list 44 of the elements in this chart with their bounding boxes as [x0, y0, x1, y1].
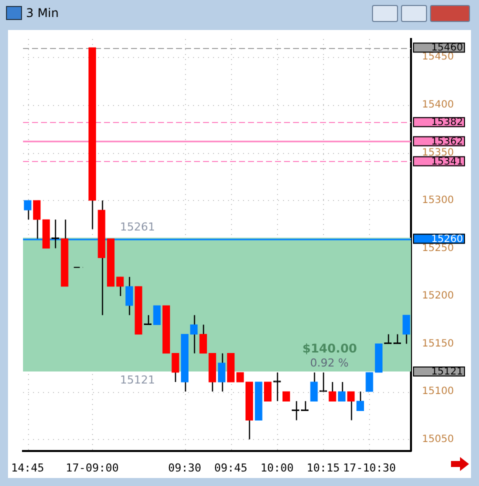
candlestick — [199, 324, 207, 354]
annotation: 15121 — [120, 373, 156, 386]
y-tick-label: 15150 — [422, 338, 454, 350]
candlestick — [33, 200, 41, 240]
ref-line-label: 15260 — [431, 234, 463, 245]
candlestick — [172, 352, 180, 383]
y-tick-label: 15200 — [422, 290, 454, 302]
candlestick — [310, 372, 318, 402]
x-tick-label: 14:45 — [11, 461, 44, 474]
x-tick-label: 17-10:30 — [342, 461, 396, 474]
annotation: 0.92 % — [310, 356, 349, 370]
y-tick-label: 15300 — [422, 195, 454, 206]
x-tick-label: 10:00 — [260, 461, 294, 474]
candlestick — [24, 200, 32, 220]
candlestick — [328, 381, 336, 402]
candlestick — [356, 390, 364, 412]
x-tick-label: 10:15 — [306, 461, 340, 474]
candlestick — [347, 390, 355, 421]
candlestick — [273, 372, 281, 402]
ref-line-label: 15382 — [431, 117, 463, 128]
y-tick-label: 15050 — [422, 434, 454, 445]
chart-title: 3 Min — [26, 6, 59, 20]
candlestick — [116, 276, 124, 297]
x-tick-label: 09:30 — [168, 461, 202, 474]
candlestick — [319, 372, 328, 392]
y-tick-label: 15450 — [422, 52, 454, 63]
y-tick-label: 15100 — [422, 386, 454, 398]
x-tick-label: 17-09:00 — [66, 461, 119, 474]
ref-line-label: 15341 — [431, 156, 463, 168]
y-tick-label: 15400 — [422, 100, 454, 111]
y-tick-label: 15250 — [422, 242, 454, 254]
annotation: 15261 — [120, 220, 156, 234]
ref-line-label: 15362 — [431, 136, 463, 148]
ref-line-label: 15460 — [431, 42, 463, 54]
y-tick-label: 15350 — [422, 147, 454, 158]
x-tick-label: 09:45 — [214, 461, 248, 474]
candlestick — [264, 382, 272, 402]
candlestick — [125, 276, 134, 316]
candlestick — [190, 314, 198, 354]
candlestick — [153, 305, 161, 326]
band-label: 15121 — [431, 366, 463, 378]
candlestick — [218, 352, 226, 392]
candlestick — [338, 381, 346, 402]
annotation: $140.00 — [302, 342, 358, 356]
